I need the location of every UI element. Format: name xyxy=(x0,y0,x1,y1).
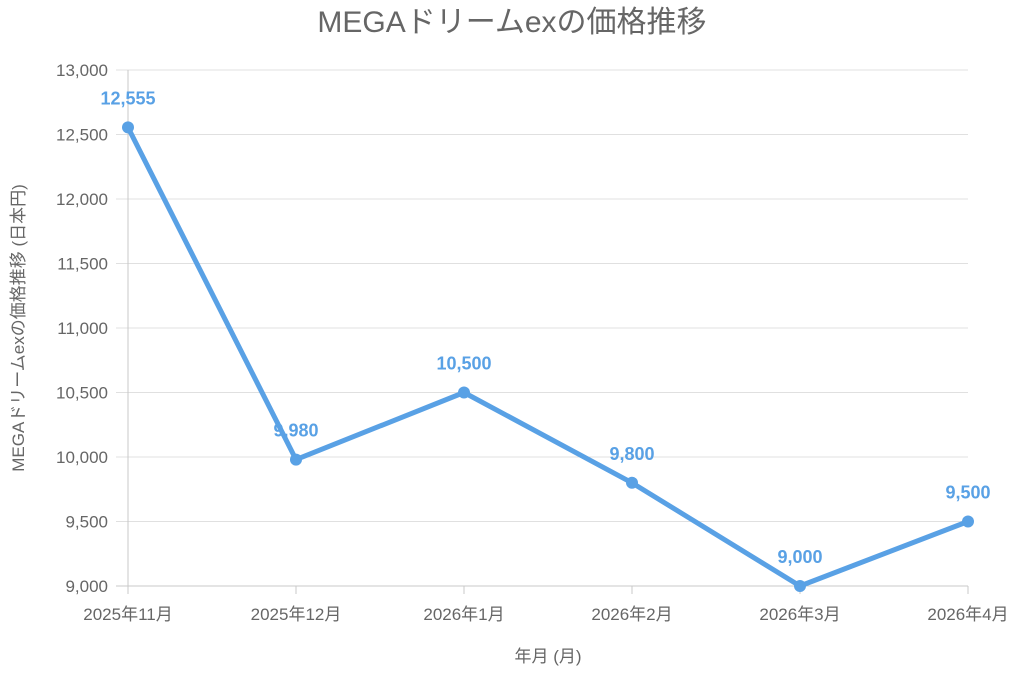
grid xyxy=(116,69,969,594)
x-tick-label: 2025年11月 xyxy=(83,605,172,624)
y-axis-label: MEGAドリームexの価格推移 (日本円) xyxy=(9,184,28,472)
data-label: 9,000 xyxy=(777,547,822,567)
x-axis-label: 年月 (月) xyxy=(514,647,581,666)
x-tick-label: 2026年1月 xyxy=(423,605,504,624)
y-tick-label: 11,000 xyxy=(57,319,108,338)
y-tick-label: 12,000 xyxy=(56,190,108,209)
data-label: 9,800 xyxy=(609,444,654,464)
data-point xyxy=(290,453,302,466)
y-tick-label: 13,000 xyxy=(56,61,108,80)
series: 12,555 9,980 10,500 9,800 9,000 9,500 xyxy=(100,88,991,592)
data-point xyxy=(122,121,134,134)
y-tick-label: 10,500 xyxy=(56,384,108,403)
x-axis-ticks: 2025年11月 2025年12月 2026年1月 2026年2月 2026年3月 202… xyxy=(83,605,1008,624)
data-label: 12,555 xyxy=(100,88,155,108)
x-tick-label: 2026年2月 xyxy=(591,605,672,624)
y-tick-label: 9,500 xyxy=(65,513,108,532)
data-label: 10,500 xyxy=(436,354,491,374)
data-point xyxy=(458,386,470,399)
y-tick-label: 10,000 xyxy=(56,448,108,467)
data-label: 9,500 xyxy=(945,483,990,503)
y-tick-label: 9,000 xyxy=(65,577,108,596)
y-tick-label: 11,500 xyxy=(57,255,108,274)
y-axis-ticks: 9,000 9,500 10,000 10,500 11,000 11,500 12,000… xyxy=(56,61,108,596)
data-point xyxy=(626,476,638,489)
data-point xyxy=(794,580,806,592)
series-line xyxy=(125,126,969,589)
data-label: 9,980 xyxy=(273,421,318,441)
data-point xyxy=(962,515,974,528)
x-tick-label: 2026年3月 xyxy=(759,605,840,624)
chart-title: MEGAドリームexの価格推移 xyxy=(317,6,706,39)
x-tick-label: 2026年4月 xyxy=(927,605,1008,624)
x-tick-label: 2025年12月 xyxy=(251,605,342,624)
y-tick-label: 12,500 xyxy=(56,126,108,145)
